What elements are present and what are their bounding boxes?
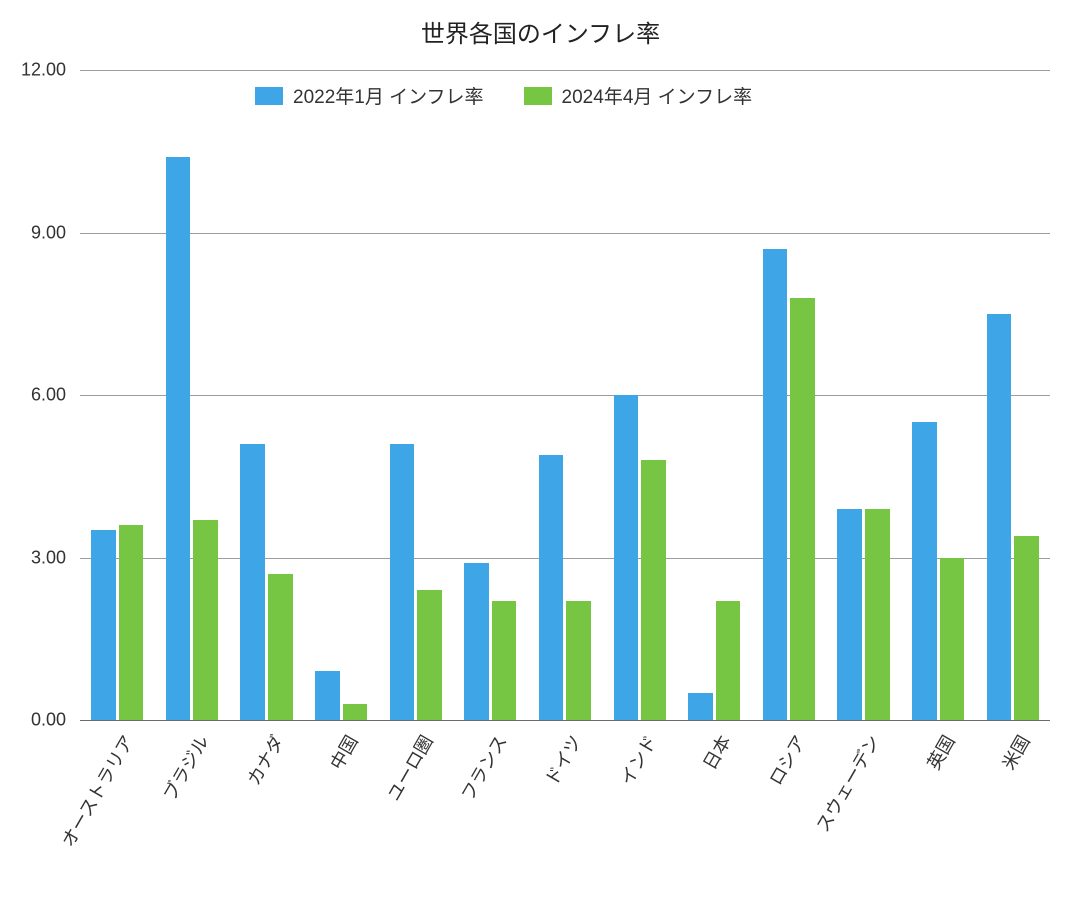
y-tick-label: 6.00 xyxy=(0,385,66,406)
bar xyxy=(614,395,639,720)
bar xyxy=(763,249,788,720)
bar xyxy=(464,563,489,720)
bar xyxy=(240,444,265,720)
x-tick-label: オーストラリア xyxy=(55,730,140,851)
x-tick-label: インド xyxy=(613,730,663,790)
inflation-chart: 世界各国のインフレ率2022年1月 インフレ率2024年4月 インフレ率0.00… xyxy=(0,0,1081,900)
bar xyxy=(790,298,815,721)
bar xyxy=(91,530,116,720)
bar xyxy=(268,574,293,720)
chart-title: 世界各国のインフレ率 xyxy=(0,14,1081,49)
bar xyxy=(987,314,1012,720)
bar xyxy=(315,671,340,720)
bar xyxy=(688,693,713,720)
bar xyxy=(716,601,741,720)
bar xyxy=(566,601,591,720)
plot-area xyxy=(80,70,1050,720)
x-tick-label: スウェーデン xyxy=(809,730,886,837)
y-tick-label: 3.00 xyxy=(0,547,66,568)
bar xyxy=(119,525,144,720)
bar xyxy=(343,704,368,720)
bar xyxy=(641,460,666,720)
bar xyxy=(417,590,442,720)
y-tick-label: 9.00 xyxy=(0,222,66,243)
x-axis-baseline xyxy=(80,720,1050,721)
bar xyxy=(837,509,862,720)
bar xyxy=(1014,536,1039,720)
bar xyxy=(940,558,965,721)
bar xyxy=(166,157,191,720)
x-tick-label: ユーロ圏 xyxy=(380,730,439,805)
x-tick-label: ブラジル xyxy=(156,730,214,805)
y-tick-label: 0.00 xyxy=(0,710,66,731)
bar xyxy=(492,601,517,720)
x-tick-label: ドイツ xyxy=(538,730,588,790)
x-tick-label: 日本 xyxy=(696,730,737,774)
bar xyxy=(865,509,890,720)
x-tick-label: カナダ xyxy=(240,730,290,790)
bar xyxy=(390,444,415,720)
x-tick-label: 英国 xyxy=(920,730,961,774)
x-tick-label: ロシア xyxy=(762,730,812,790)
bars-layer xyxy=(80,70,1050,720)
x-tick-label: 米国 xyxy=(995,730,1036,774)
bar xyxy=(539,455,564,720)
bar xyxy=(912,422,937,720)
y-tick-label: 12.00 xyxy=(0,60,66,81)
x-tick-label: フランス xyxy=(455,730,513,805)
bar xyxy=(193,520,218,720)
x-tick-label: 中国 xyxy=(323,730,364,774)
